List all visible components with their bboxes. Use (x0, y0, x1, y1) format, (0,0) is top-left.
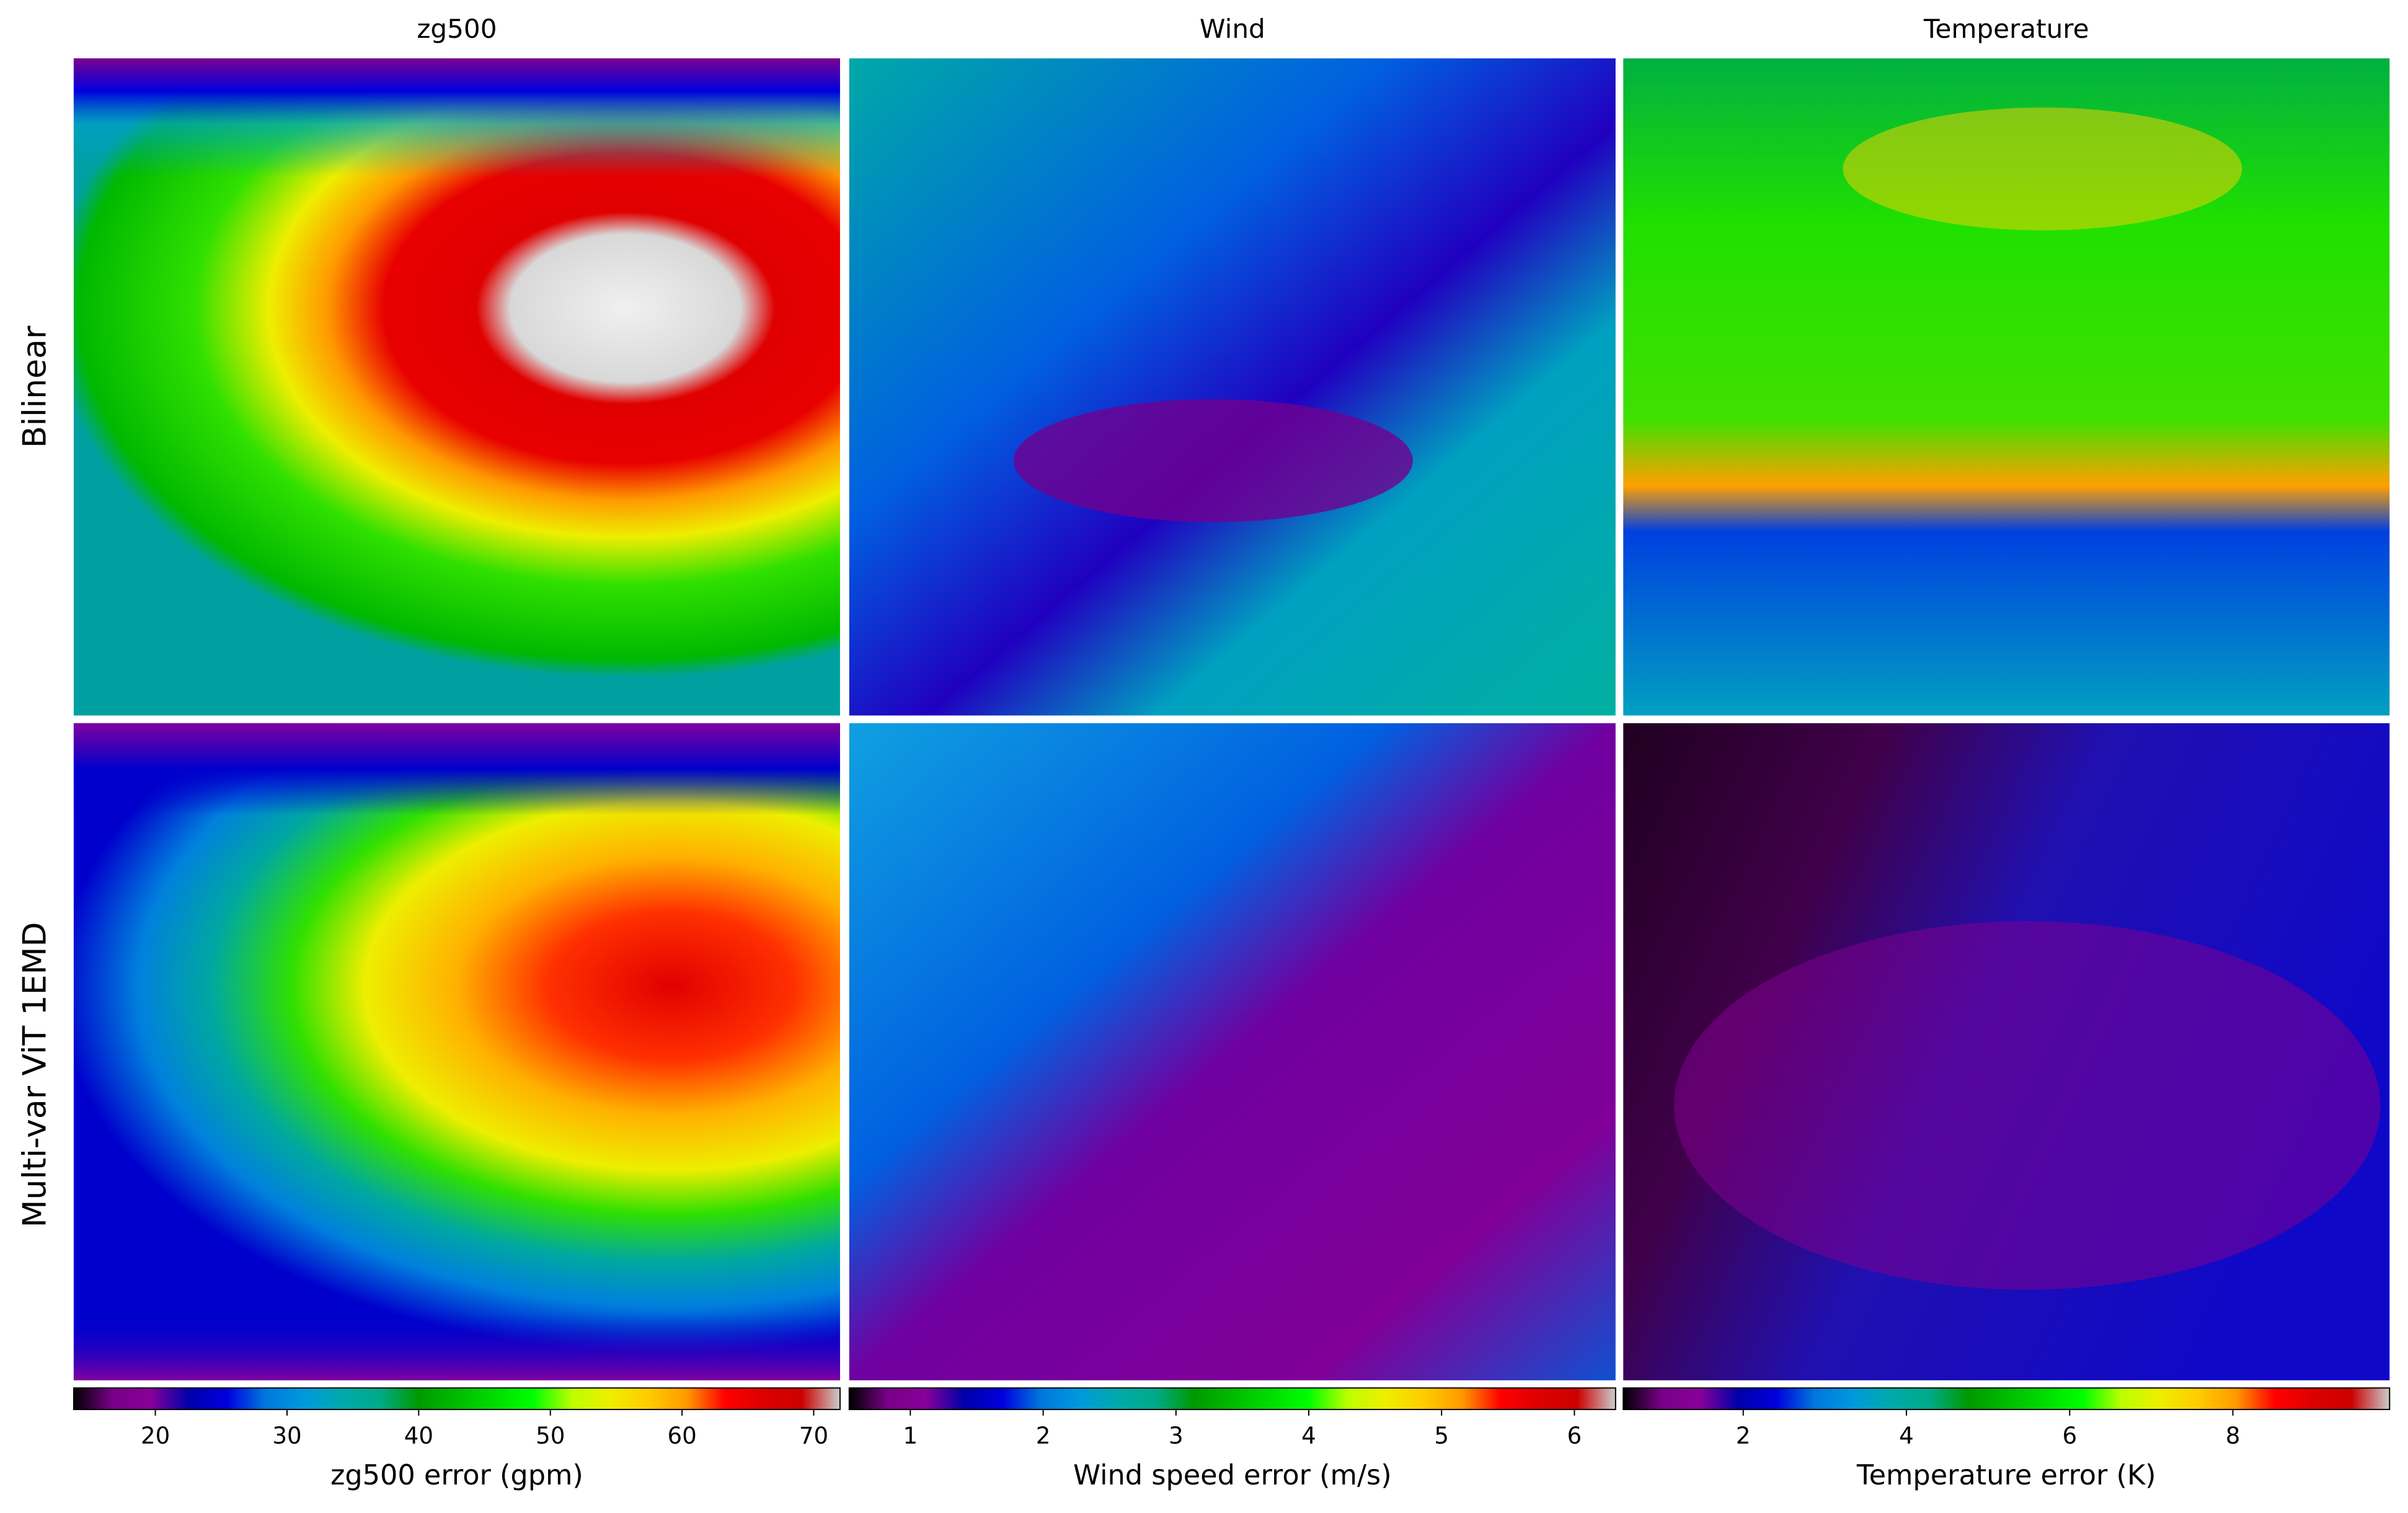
colorbar-tick-label: 70 (799, 1423, 828, 1449)
colorbar-tick-label: 2 (1736, 1423, 1751, 1449)
column-title: Wind (1200, 14, 1265, 44)
colorbar-tick-label: 60 (667, 1423, 696, 1449)
heatmap-image (1013, 399, 1413, 523)
heatmap-image (849, 58, 1616, 716)
colorbar-tick-label: 2 (1036, 1423, 1051, 1449)
colorbar-tick-label: 20 (141, 1423, 170, 1449)
column-title: zg500 (417, 14, 497, 44)
colorbar-tick-label: 30 (272, 1423, 301, 1449)
colorbar-tick-label: 5 (1434, 1423, 1449, 1449)
colorbar (73, 1387, 841, 1410)
colorbar-tick-label: 1 (903, 1423, 918, 1449)
colorbar-tick-label: 40 (404, 1423, 433, 1449)
colorbar-label: zg500 error (gpm) (330, 1459, 583, 1491)
colorbar-tick-label: 8 (2226, 1423, 2241, 1449)
colorbar-tick-label: 4 (1899, 1423, 1914, 1449)
colorbar (848, 1387, 1616, 1410)
colorbar-tick-label: 4 (1301, 1423, 1316, 1449)
colorbar-label: Wind speed error (m/s) (1073, 1459, 1392, 1491)
panels (73, 58, 2390, 1380)
heatmap-image (1673, 921, 2381, 1290)
colorbar-tick-label: 50 (536, 1423, 565, 1449)
column-title: Temperature (1923, 14, 2089, 44)
heatmap-image (73, 723, 840, 1380)
heatmap-image (849, 723, 1616, 1380)
colorbar-tick-label: 6 (1567, 1423, 1582, 1449)
colorbar-label: Temperature error (K) (1856, 1459, 2156, 1491)
colorbar-tick-label: 3 (1169, 1423, 1184, 1449)
colorbar-tick-label: 6 (2062, 1423, 2077, 1449)
row-label: Multi-var ViT 1EMD (16, 922, 53, 1227)
colorbar (1622, 1387, 2391, 1410)
heatmap-image (1843, 107, 2242, 231)
row-label: Bilinear (16, 325, 53, 448)
heatmap-image (73, 58, 840, 716)
